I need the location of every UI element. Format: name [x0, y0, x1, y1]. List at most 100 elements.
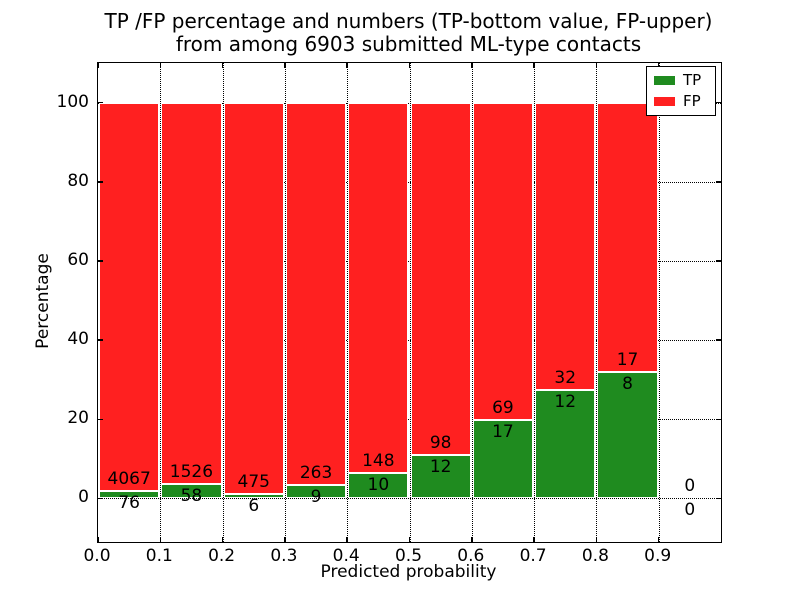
bar-segment-fp — [223, 102, 284, 494]
x-tick-label: 0.6 — [457, 546, 485, 566]
y-tick-label: 40 — [67, 329, 89, 350]
tp-count-label: 8 — [622, 373, 633, 394]
fp-count-label: 69 — [492, 398, 514, 419]
x-axis-label: Predicted probability — [320, 562, 497, 582]
x-tick-mark — [221, 537, 224, 542]
tp-count-label: 12 — [429, 457, 452, 478]
y-tick-label: 60 — [67, 249, 89, 270]
v-gridline — [222, 63, 224, 542]
bar-segment-fp — [535, 102, 596, 391]
bar-segment-fp — [285, 102, 347, 486]
legend-item-fp: FP — [654, 94, 708, 109]
chart-title-line1: TP /FP percentage and numbers (TP-bottom… — [104, 9, 713, 33]
tp-count-label: 17 — [492, 422, 514, 443]
legend-label-tp: TP — [683, 71, 702, 89]
y-tick-label: 100 — [56, 91, 89, 112]
y-tick-label: 20 — [67, 408, 89, 429]
x-tick-mark — [657, 63, 660, 68]
x-tick-mark — [595, 63, 598, 68]
v-gridline — [409, 63, 411, 542]
legend: TP FP — [646, 66, 716, 116]
tp-count-label: 12 — [554, 392, 577, 413]
x-tick-mark — [159, 537, 162, 542]
y-tick-mark — [716, 339, 721, 341]
x-tick-mark — [657, 537, 660, 542]
x-tick-mark — [533, 63, 535, 68]
x-tick-mark — [471, 63, 473, 68]
x-tick-label: 0.0 — [83, 546, 111, 566]
tp-count-label: 6 — [248, 495, 260, 516]
y-tick-mark — [716, 260, 721, 262]
x-tick-label: 0.8 — [581, 546, 609, 566]
bar-segment-fp — [161, 102, 222, 484]
y-tick-mark — [98, 497, 103, 500]
v-gridline — [534, 63, 536, 542]
y-tick-mark — [98, 101, 103, 104]
y-tick-label: 0 — [78, 487, 89, 508]
bar-segment-tp — [535, 390, 596, 499]
x-tick-label: 0.3 — [270, 546, 298, 566]
bar-segment-fp — [410, 102, 471, 456]
bar-segment-fp — [472, 102, 534, 421]
bar-segment-tp — [472, 420, 534, 499]
x-tick-mark — [97, 63, 99, 68]
x-tick-mark — [471, 537, 473, 542]
bar-segment-tp — [99, 491, 160, 499]
legend-label-fp: FP — [683, 92, 701, 110]
x-tick-label: 0.2 — [208, 546, 236, 566]
x-tick-mark — [284, 537, 286, 542]
v-gridline — [284, 63, 286, 542]
fp-count-label: 98 — [429, 433, 452, 454]
fp-count-label: 32 — [554, 368, 577, 389]
x-tick-label: 0.5 — [394, 546, 423, 566]
x-tick-mark — [408, 537, 411, 542]
x-tick-mark — [595, 537, 598, 542]
bar-segment-tp — [161, 483, 222, 499]
bar-segment-tp — [348, 473, 409, 499]
fp-count-label: 4067 — [107, 469, 151, 490]
bar-segment-fp — [348, 102, 409, 474]
x-tick-label: 0.7 — [519, 546, 547, 566]
x-tick-mark — [346, 63, 348, 68]
v-gridline — [347, 63, 349, 542]
tp-count-label: 58 — [180, 485, 203, 506]
fp-count-label: 263 — [299, 463, 333, 484]
chart-title-line2: from among 6903 submitted ML-type contac… — [175, 32, 642, 56]
y-tick-mark — [716, 101, 721, 104]
fp-count-label: 148 — [362, 451, 395, 472]
x-tick-mark — [284, 63, 286, 68]
y-tick-label: 80 — [67, 170, 89, 191]
x-tick-mark — [159, 63, 162, 68]
x-tick-label: 0.1 — [145, 546, 173, 566]
fp-count-label: 0 — [684, 476, 696, 497]
x-tick-label: 0.9 — [644, 546, 672, 566]
y-tick-mark — [98, 339, 103, 341]
legend-item-tp: TP — [654, 73, 708, 88]
y-tick-mark — [716, 181, 721, 183]
legend-swatch-tp — [654, 76, 675, 85]
fp-count-label: 1526 — [169, 461, 214, 482]
y-tick-mark — [716, 418, 721, 421]
v-gridline — [596, 63, 598, 542]
tp-count-label: 76 — [118, 493, 140, 514]
bar-segment-tp — [597, 371, 658, 499]
y-tick-mark — [98, 418, 103, 421]
x-tick-mark — [533, 537, 535, 542]
fp-count-label: 475 — [237, 471, 270, 492]
x-tick-label: 0.4 — [332, 546, 360, 566]
x-tick-mark — [346, 537, 348, 542]
bar-segment-fp — [597, 102, 658, 372]
y-tick-mark — [98, 260, 103, 262]
x-tick-mark — [97, 537, 99, 542]
v-gridline — [658, 63, 660, 542]
bar-segment-tp — [223, 493, 284, 499]
y-tick-mark — [716, 497, 721, 500]
bar-segment-fp — [99, 102, 160, 492]
v-gridline — [471, 63, 473, 542]
tp-count-label: 10 — [367, 475, 390, 496]
fp-count-label: 17 — [616, 349, 639, 370]
v-gridline — [160, 63, 162, 542]
x-tick-mark — [408, 63, 411, 68]
y-tick-mark — [98, 181, 103, 183]
